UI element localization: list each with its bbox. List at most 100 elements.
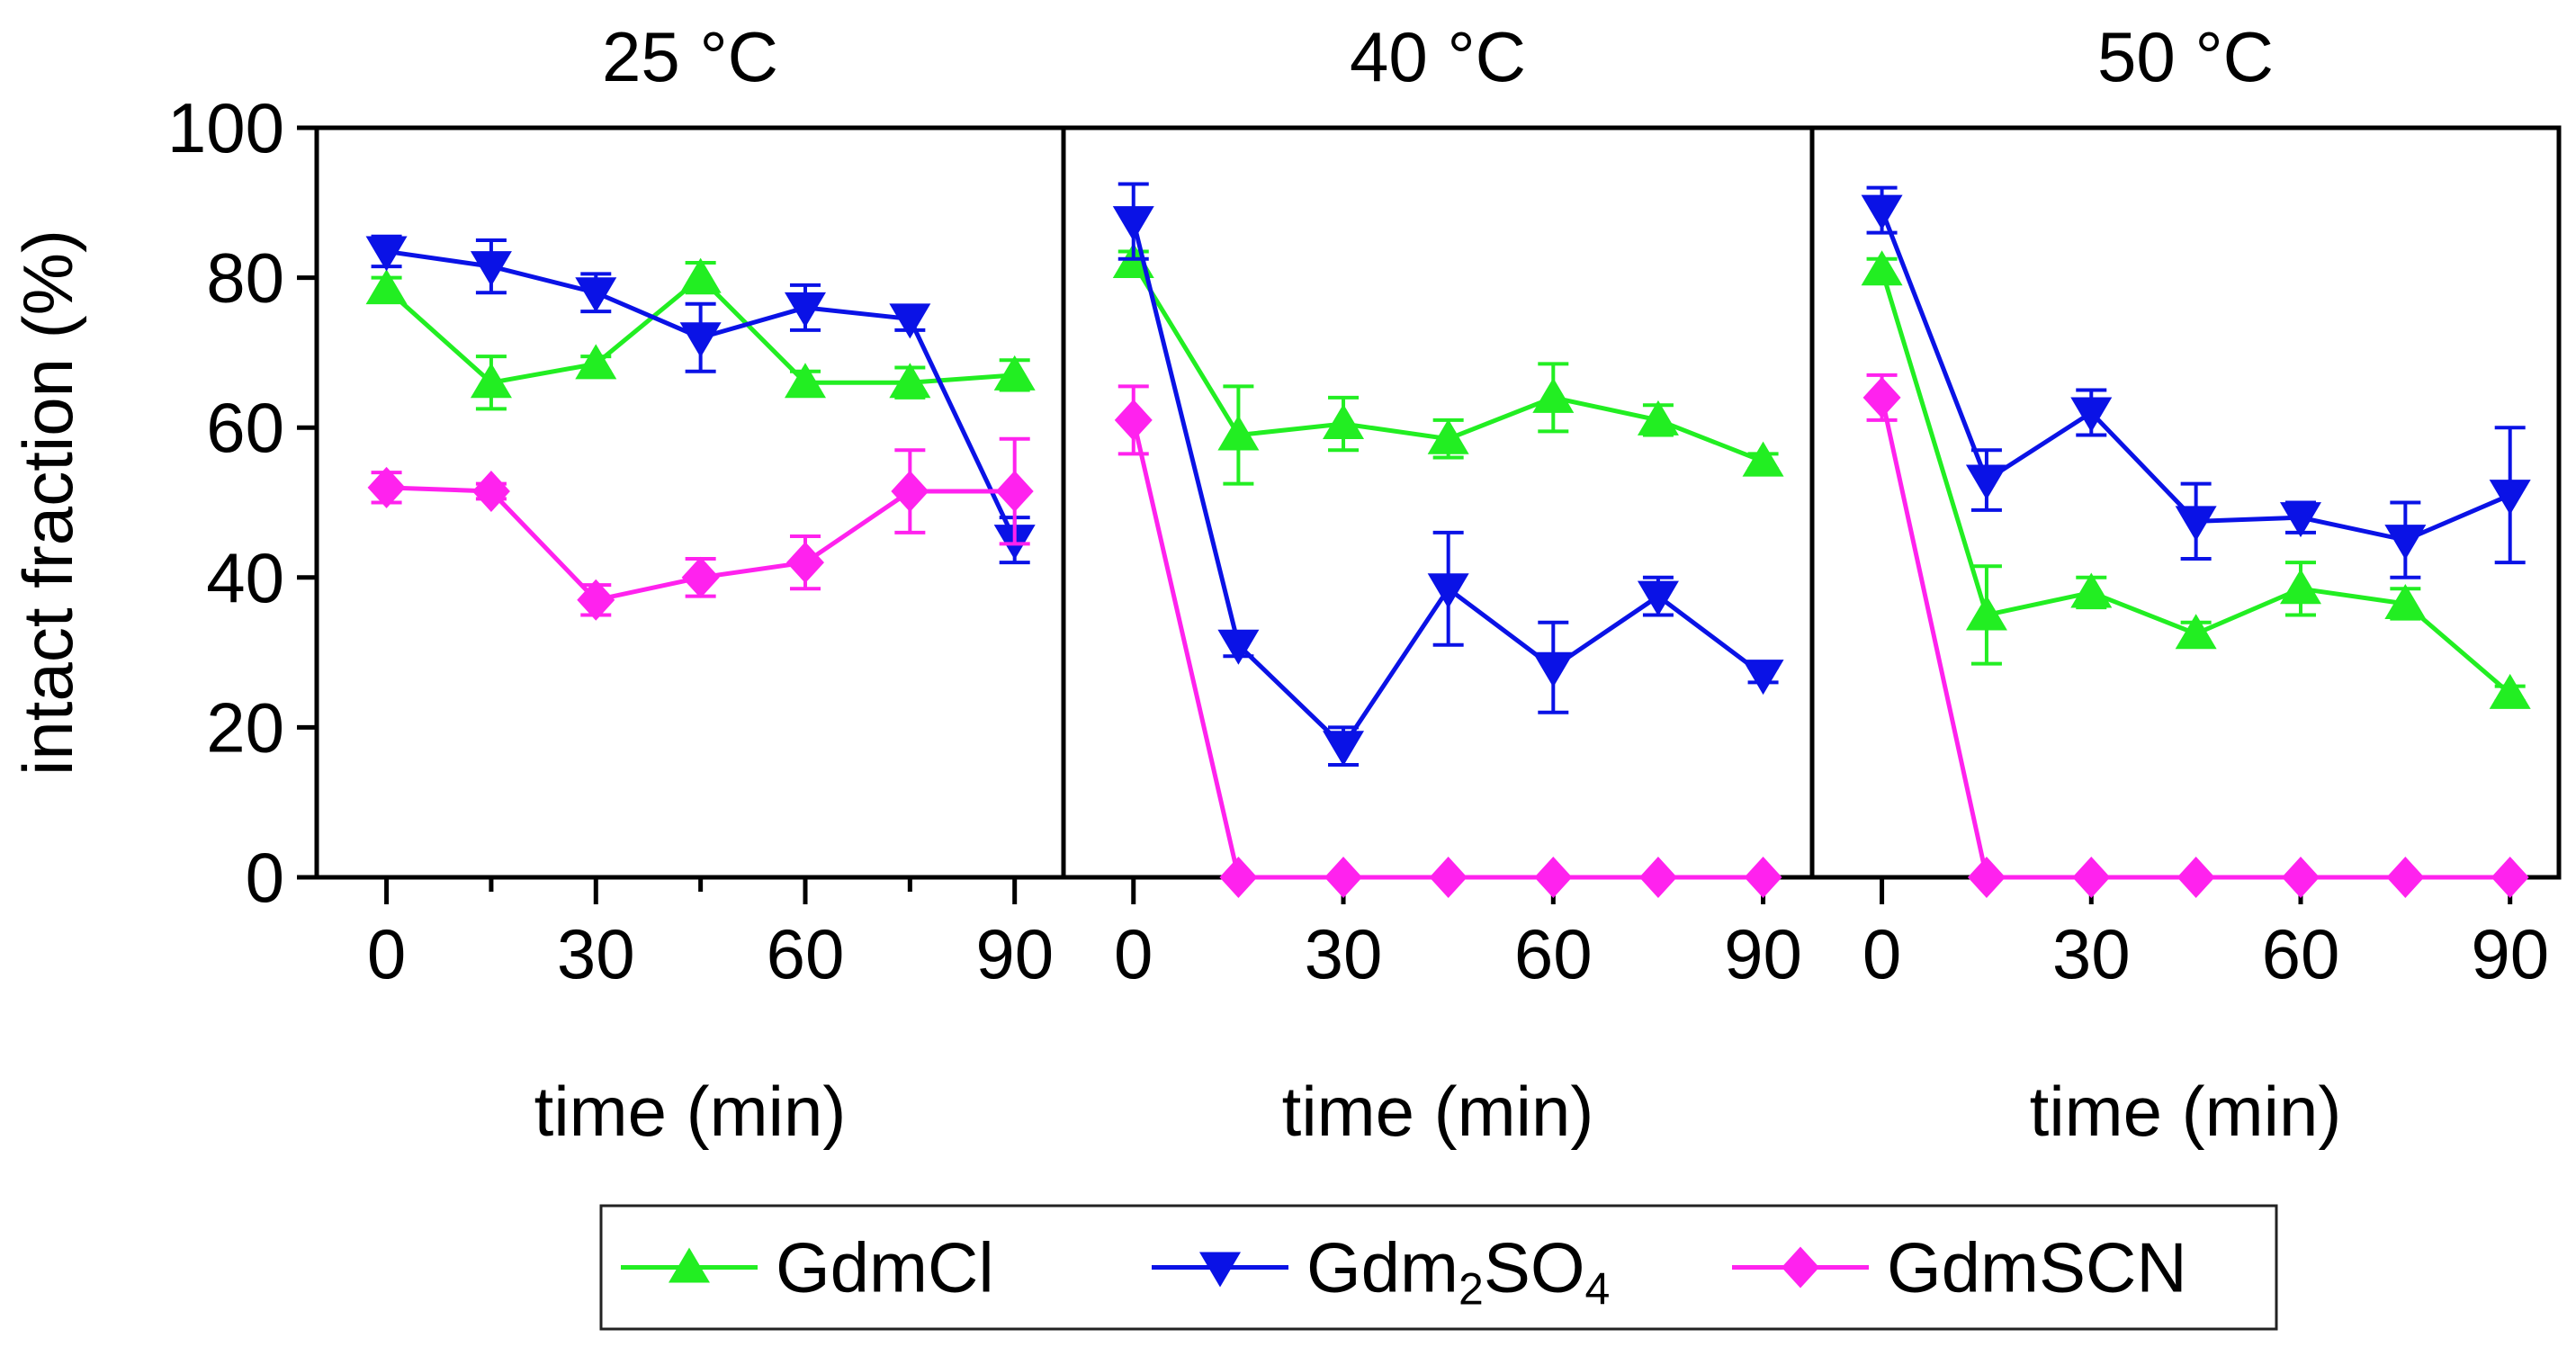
- series-Gdm2SO4: [1861, 185, 2531, 579]
- triangle-down-marker: [1323, 731, 1365, 767]
- diamond-marker: [2281, 857, 2320, 898]
- panel-1: [365, 234, 1036, 621]
- diamond-marker: [577, 579, 615, 621]
- triangle-down-marker: [2279, 502, 2321, 538]
- panel-frame: [1809, 125, 2562, 880]
- triangle-up-marker: [575, 344, 617, 380]
- diamond-marker: [2491, 857, 2529, 898]
- triangle-up-marker: [784, 363, 826, 399]
- triangle-down-marker: [365, 236, 408, 272]
- diamond-marker: [891, 471, 929, 513]
- triangle-up-marker: [1217, 415, 1260, 451]
- triangle-down-marker: [1199, 1252, 1241, 1288]
- diamond-marker: [1744, 857, 1782, 898]
- diamond-marker: [1534, 857, 1573, 898]
- panel-2: [1112, 182, 1784, 898]
- panel-title: 25 °C: [602, 17, 778, 96]
- x-tick-label: 0: [1862, 914, 1901, 993]
- diamond-marker: [2072, 857, 2111, 898]
- diamond-marker: [2177, 857, 2215, 898]
- series-GdmCl: [365, 257, 1036, 411]
- x-axis-title: time (min): [1282, 1072, 1594, 1151]
- diamond-marker: [1324, 857, 1363, 898]
- legend-label: Gdm2SO4: [1306, 1228, 1610, 1315]
- triangle-down-marker: [2384, 525, 2427, 561]
- triangle-down-marker: [1427, 573, 1469, 609]
- triangle-down-marker: [889, 303, 931, 339]
- triangle-up-marker: [669, 1247, 710, 1283]
- diamond-marker: [1219, 857, 1258, 898]
- x-tick-label: 60: [2262, 914, 2340, 993]
- x-tick-label: 90: [1724, 914, 1802, 993]
- diamond-marker: [1429, 857, 1468, 898]
- x-tick-label: 60: [1514, 914, 1593, 993]
- x-tick-label: 0: [367, 914, 406, 993]
- triangle-down-marker: [2489, 480, 2531, 516]
- triangle-up-marker: [1965, 595, 2007, 631]
- y-tick-label: 100: [167, 88, 284, 167]
- x-tick-label: 30: [2052, 914, 2131, 993]
- triangle-up-marker: [1861, 250, 1903, 286]
- triangle-up-marker: [2175, 614, 2217, 650]
- diamond-marker: [1638, 857, 1677, 898]
- panel-frame: [1061, 125, 1815, 880]
- x-tick-label: 90: [2471, 914, 2549, 993]
- legend-box: [599, 1204, 2278, 1331]
- legend-label: GdmSCN: [1887, 1228, 2187, 1307]
- triangle-up-marker: [2279, 569, 2321, 605]
- legend-label: GdmCl: [776, 1228, 994, 1307]
- diamond-marker: [995, 471, 1034, 513]
- panel-3: [1861, 185, 2531, 898]
- diamond-marker: [681, 556, 720, 598]
- x-axis-title: time (min): [534, 1072, 847, 1151]
- x-tick-label: 30: [1305, 914, 1383, 993]
- triangle-up-marker: [2070, 572, 2113, 608]
- diamond-marker: [367, 466, 406, 508]
- diamond-marker: [1967, 857, 2006, 898]
- triangle-down-marker: [1217, 629, 1260, 665]
- panel-title: 50 °C: [2097, 17, 2274, 96]
- triangle-down-marker: [1742, 660, 1784, 696]
- series-GdmSCN: [1114, 384, 1782, 898]
- triangle-up-marker: [679, 257, 722, 293]
- triangle-down-marker: [2175, 506, 2217, 542]
- diamond-marker: [785, 542, 824, 584]
- diamond-marker: [471, 471, 510, 513]
- triangle-up-marker: [1532, 377, 1575, 413]
- y-tick-label: 80: [206, 238, 284, 318]
- panel-frame: [314, 125, 1066, 880]
- y-tick-label: 40: [206, 538, 284, 617]
- triangle-up-marker: [993, 355, 1036, 391]
- triangle-up-marker: [889, 363, 931, 399]
- x-tick-label: 90: [975, 914, 1054, 993]
- triangle-down-marker: [470, 251, 512, 287]
- series-Gdm2SO4: [1112, 182, 1784, 768]
- axes-layer: 0 20 40 60 80 100 intact fraction (%) 25 °C 0 30 6…: [8, 17, 2562, 1151]
- diamond-marker: [1862, 376, 1901, 418]
- triangle-down-marker: [1637, 580, 1679, 616]
- triangle-down-marker: [784, 292, 826, 328]
- legend: GdmCl Gdm2SO4 GdmSCN: [599, 1204, 2278, 1331]
- triangle-up-marker: [2384, 583, 2427, 619]
- x-tick-label: 60: [767, 914, 845, 993]
- series-GdmSCN: [367, 436, 1034, 621]
- triangle-up-marker: [1323, 404, 1365, 440]
- x-tick-label: 0: [1114, 914, 1153, 993]
- y-axis-title: intact fraction (%): [8, 229, 87, 776]
- diamond-marker: [1782, 1246, 1819, 1289]
- series-GdmSCN: [1862, 373, 2529, 898]
- triangle-up-marker: [1637, 400, 1679, 436]
- x-axis-title: time (min): [2030, 1072, 2342, 1151]
- series-GdmCl: [1112, 242, 1784, 486]
- series-GdmCl: [1861, 250, 2531, 709]
- triangle-down-marker: [1532, 651, 1575, 687]
- triangle-up-marker: [365, 269, 408, 305]
- triangle-up-marker: [470, 363, 512, 399]
- y-tick-label: 20: [206, 687, 284, 767]
- triangle-down-marker: [1965, 464, 2007, 500]
- triangle-up-marker: [1742, 441, 1784, 477]
- x-tick-label: 30: [557, 914, 635, 993]
- triangle-down-marker: [2070, 397, 2113, 433]
- panel-title: 40 °C: [1350, 17, 1526, 96]
